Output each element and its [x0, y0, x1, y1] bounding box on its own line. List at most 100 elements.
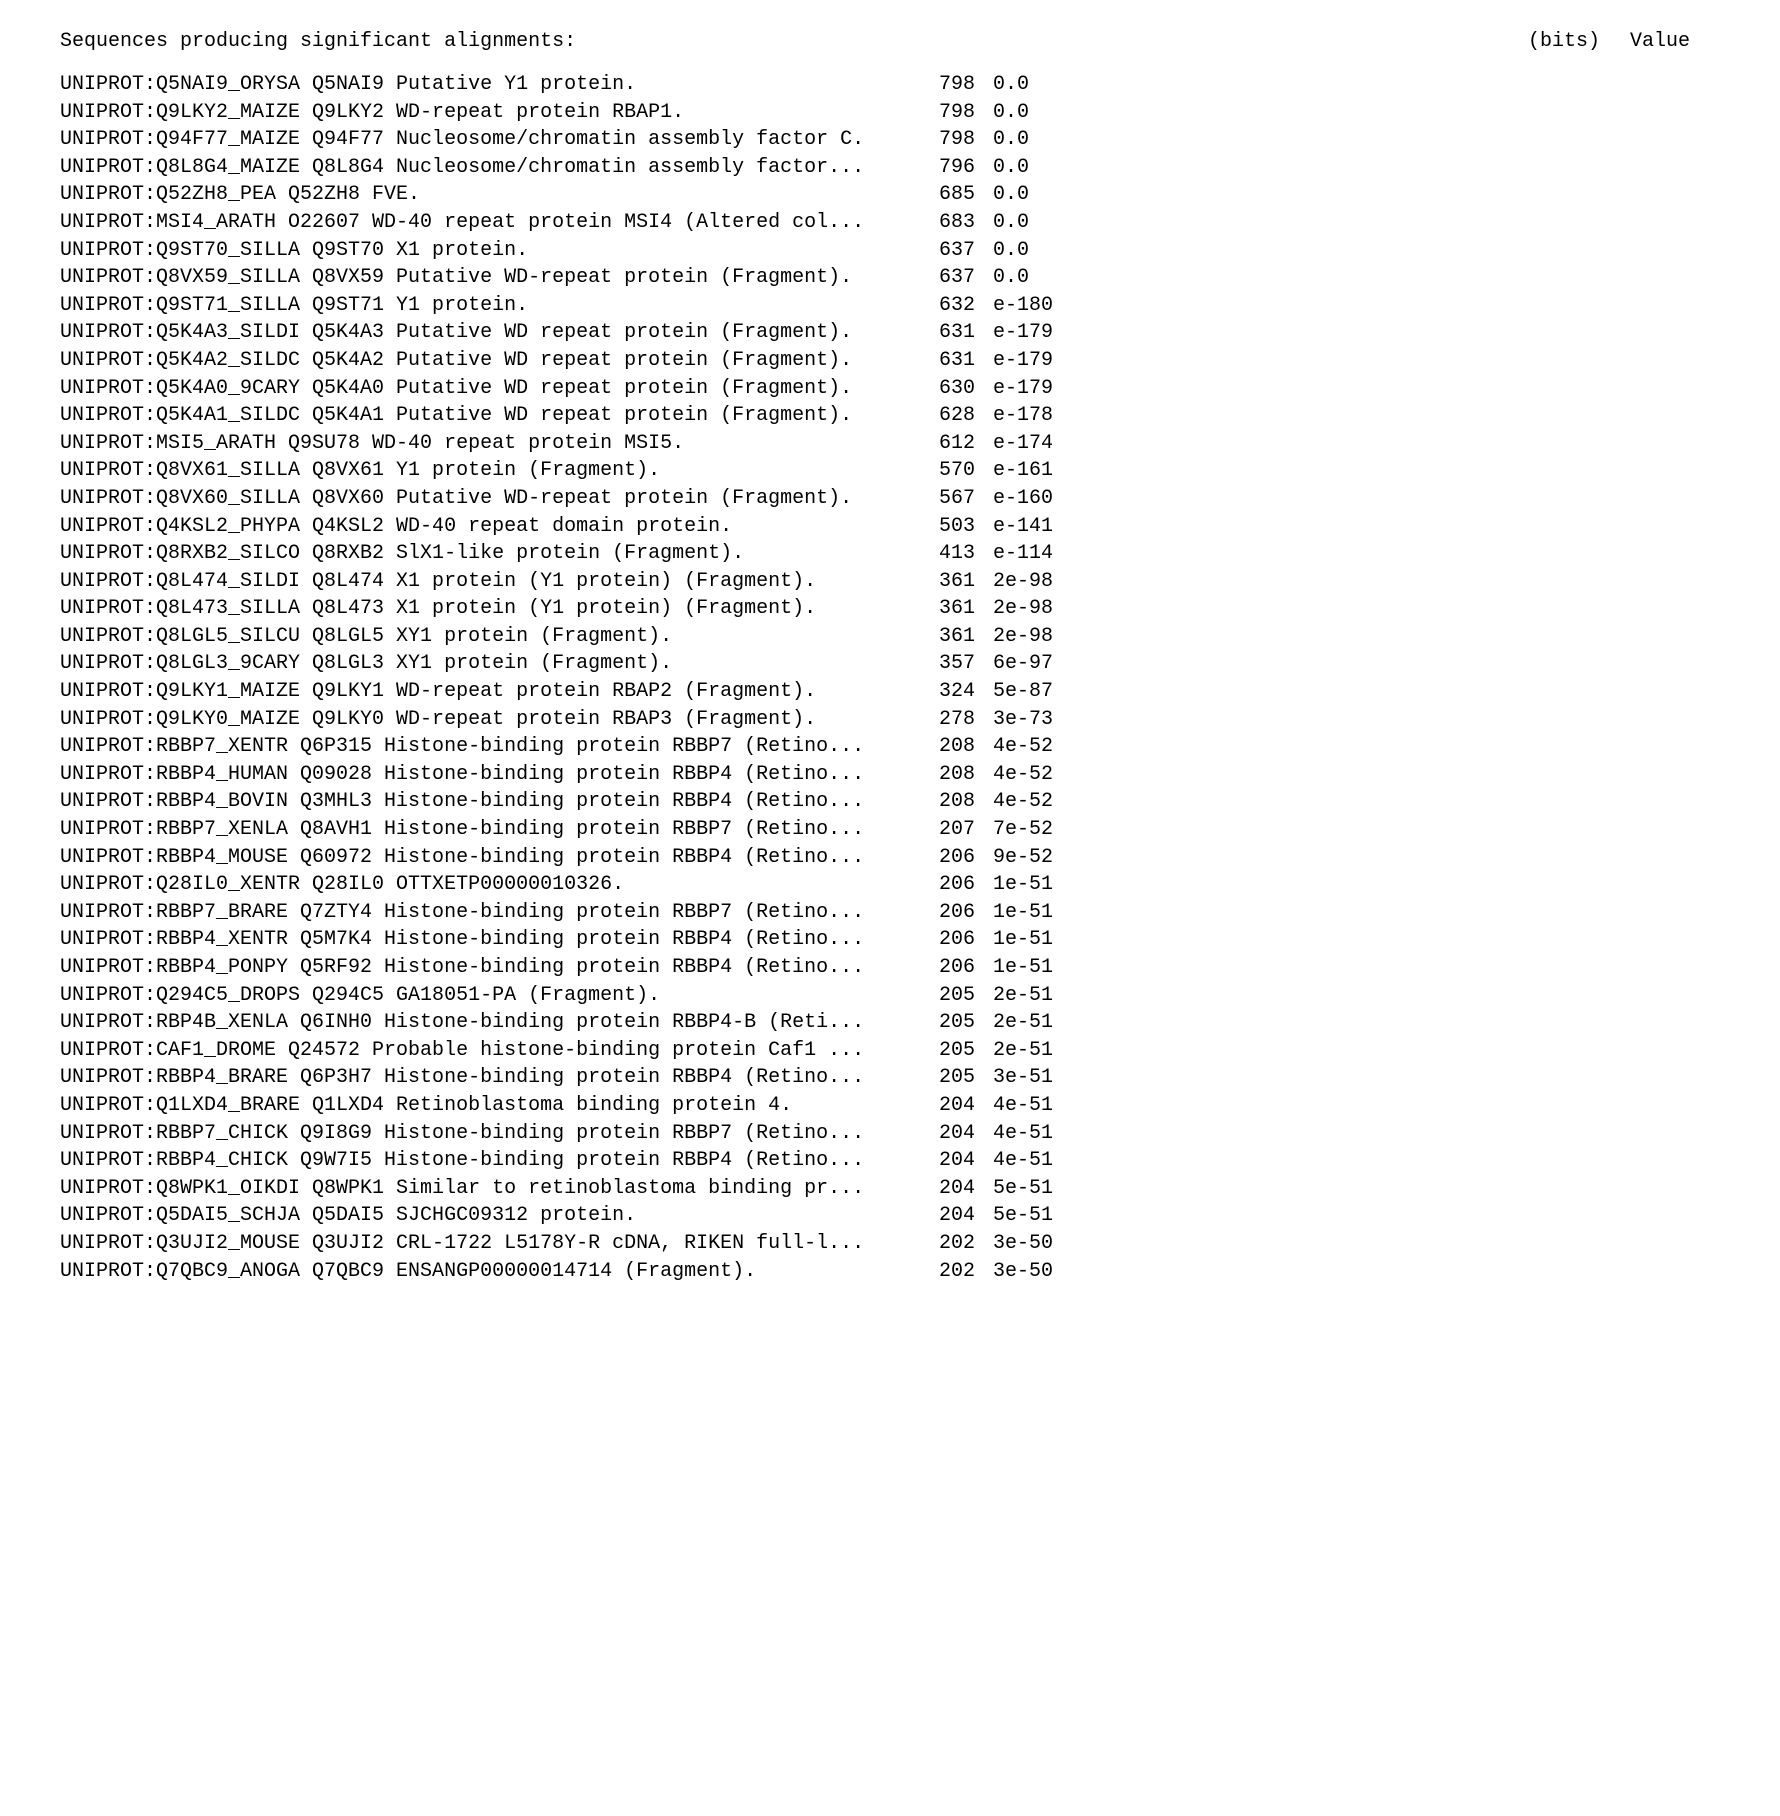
alignment-bits: 796	[915, 154, 993, 182]
alignment-value: 0.0	[993, 71, 1073, 99]
alignment-value: 0.0	[993, 209, 1073, 237]
header-title: Sequences producing significant alignmen…	[60, 30, 576, 53]
alignment-row: UNIPROT:Q7QBC9_ANOGA Q7QBC9 ENSANGP00000…	[60, 1258, 1720, 1286]
alignment-description: UNIPROT:Q7QBC9_ANOGA Q7QBC9 ENSANGP00000…	[60, 1258, 915, 1286]
alignment-bits: 324	[915, 678, 993, 706]
alignment-description: UNIPROT:RBBP4_XENTR Q5M7K4 Histone-bindi…	[60, 926, 915, 954]
alignment-value: 5e-51	[993, 1175, 1073, 1203]
alignment-description: UNIPROT:Q9LKY2_MAIZE Q9LKY2 WD-repeat pr…	[60, 99, 915, 127]
alignment-row: UNIPROT:Q8VX59_SILLA Q8VX59 Putative WD-…	[60, 264, 1720, 292]
alignment-bits: 205	[915, 1037, 993, 1065]
alignment-row: UNIPROT:Q5K4A0_9CARY Q5K4A0 Putative WD …	[60, 375, 1720, 403]
alignment-description: UNIPROT:Q5K4A0_9CARY Q5K4A0 Putative WD …	[60, 375, 915, 403]
alignment-value: 2e-51	[993, 1037, 1073, 1065]
alignment-description: UNIPROT:Q5NAI9_ORYSA Q5NAI9 Putative Y1 …	[60, 71, 915, 99]
alignment-bits: 208	[915, 733, 993, 761]
alignment-bits: 567	[915, 485, 993, 513]
alignment-row: UNIPROT:Q52ZH8_PEA Q52ZH8 FVE.6850.0	[60, 181, 1720, 209]
alignment-description: UNIPROT:RBP4B_XENLA Q6INH0 Histone-bindi…	[60, 1009, 915, 1037]
alignment-value: 2e-98	[993, 568, 1073, 596]
alignment-description: UNIPROT:Q8L474_SILDI Q8L474 X1 protein (…	[60, 568, 915, 596]
alignment-description: UNIPROT:Q5DAI5_SCHJA Q5DAI5 SJCHGC09312 …	[60, 1202, 915, 1230]
alignment-bits: 361	[915, 595, 993, 623]
alignment-description: UNIPROT:Q294C5_DROPS Q294C5 GA18051-PA (…	[60, 982, 915, 1010]
alignment-description: UNIPROT:Q8VX59_SILLA Q8VX59 Putative WD-…	[60, 264, 915, 292]
alignment-value: e-114	[993, 540, 1073, 568]
alignment-row: UNIPROT:RBBP4_MOUSE Q60972 Histone-bindi…	[60, 844, 1720, 872]
alignment-row: UNIPROT:Q3UJI2_MOUSE Q3UJI2 CRL-1722 L51…	[60, 1230, 1720, 1258]
alignment-row: UNIPROT:RBBP4_PONPY Q5RF92 Histone-bindi…	[60, 954, 1720, 982]
alignment-row: UNIPROT:RBBP4_BRARE Q6P3H7 Histone-bindi…	[60, 1064, 1720, 1092]
alignment-value: e-174	[993, 430, 1073, 458]
alignment-row: UNIPROT:Q5K4A1_SILDC Q5K4A1 Putative WD …	[60, 402, 1720, 430]
alignment-bits: 202	[915, 1230, 993, 1258]
alignment-row: UNIPROT:Q5NAI9_ORYSA Q5NAI9 Putative Y1 …	[60, 71, 1720, 99]
alignment-bits: 685	[915, 181, 993, 209]
alignment-bits: 361	[915, 623, 993, 651]
alignment-bits: 357	[915, 650, 993, 678]
alignment-row: UNIPROT:Q5K4A3_SILDI Q5K4A3 Putative WD …	[60, 319, 1720, 347]
alignment-row: UNIPROT:Q8VX61_SILLA Q8VX61 Y1 protein (…	[60, 457, 1720, 485]
alignment-bits: 206	[915, 926, 993, 954]
alignment-row: UNIPROT:Q8VX60_SILLA Q8VX60 Putative WD-…	[60, 485, 1720, 513]
alignment-value: 0.0	[993, 126, 1073, 154]
alignment-row: UNIPROT:RBBP4_HUMAN Q09028 Histone-bindi…	[60, 761, 1720, 789]
alignment-value: 3e-73	[993, 706, 1073, 734]
alignment-bits: 204	[915, 1120, 993, 1148]
alignment-value: e-141	[993, 513, 1073, 541]
alignment-description: UNIPROT:Q8LGL5_SILCU Q8LGL5 XY1 protein …	[60, 623, 915, 651]
alignment-value: 5e-51	[993, 1202, 1073, 1230]
alignment-description: UNIPROT:RBBP4_MOUSE Q60972 Histone-bindi…	[60, 844, 915, 872]
alignment-description: UNIPROT:MSI4_ARATH O22607 WD-40 repeat p…	[60, 209, 915, 237]
alignment-row: UNIPROT:Q4KSL2_PHYPA Q4KSL2 WD-40 repeat…	[60, 513, 1720, 541]
alignment-value: 6e-97	[993, 650, 1073, 678]
alignment-row: UNIPROT:Q5K4A2_SILDC Q5K4A2 Putative WD …	[60, 347, 1720, 375]
alignment-value: 0.0	[993, 181, 1073, 209]
alignment-value: 9e-52	[993, 844, 1073, 872]
alignment-row: UNIPROT:Q8LGL3_9CARY Q8LGL3 XY1 protein …	[60, 650, 1720, 678]
alignment-value: 2e-98	[993, 595, 1073, 623]
alignment-row: UNIPROT:RBP4B_XENLA Q6INH0 Histone-bindi…	[60, 1009, 1720, 1037]
alignment-row: UNIPROT:Q9LKY0_MAIZE Q9LKY0 WD-repeat pr…	[60, 706, 1720, 734]
alignment-value: e-179	[993, 347, 1073, 375]
alignment-row: UNIPROT:Q8LGL5_SILCU Q8LGL5 XY1 protein …	[60, 623, 1720, 651]
alignment-bits: 202	[915, 1258, 993, 1286]
alignment-description: UNIPROT:Q8VX60_SILLA Q8VX60 Putative WD-…	[60, 485, 915, 513]
alignment-description: UNIPROT:RBBP4_PONPY Q5RF92 Histone-bindi…	[60, 954, 915, 982]
alignment-value: e-160	[993, 485, 1073, 513]
alignment-row: UNIPROT:Q1LXD4_BRARE Q1LXD4 Retinoblasto…	[60, 1092, 1720, 1120]
alignment-value: 1e-51	[993, 926, 1073, 954]
alignment-bits: 206	[915, 954, 993, 982]
alignment-description: UNIPROT:Q9LKY1_MAIZE Q9LKY1 WD-repeat pr…	[60, 678, 915, 706]
alignment-value: 4e-52	[993, 788, 1073, 816]
alignment-rows: UNIPROT:Q5NAI9_ORYSA Q5NAI9 Putative Y1 …	[60, 71, 1720, 1285]
alignment-description: UNIPROT:RBBP4_BOVIN Q3MHL3 Histone-bindi…	[60, 788, 915, 816]
alignment-bits: 631	[915, 347, 993, 375]
alignment-row: UNIPROT:Q9ST71_SILLA Q9ST71 Y1 protein.6…	[60, 292, 1720, 320]
alignment-value: 3e-50	[993, 1258, 1073, 1286]
alignment-row: UNIPROT:Q8L8G4_MAIZE Q8L8G4 Nucleosome/c…	[60, 154, 1720, 182]
alignment-description: UNIPROT:RBBP7_XENLA Q8AVH1 Histone-bindi…	[60, 816, 915, 844]
alignment-description: UNIPROT:Q5K4A3_SILDI Q5K4A3 Putative WD …	[60, 319, 915, 347]
alignment-description: UNIPROT:Q9ST70_SILLA Q9ST70 X1 protein.	[60, 237, 915, 265]
alignment-description: UNIPROT:Q28IL0_XENTR Q28IL0 OTTXETP00000…	[60, 871, 915, 899]
alignment-bits: 631	[915, 319, 993, 347]
alignment-description: UNIPROT:Q8L8G4_MAIZE Q8L8G4 Nucleosome/c…	[60, 154, 915, 182]
alignment-value: e-180	[993, 292, 1073, 320]
alignment-row: UNIPROT:RBBP4_BOVIN Q3MHL3 Histone-bindi…	[60, 788, 1720, 816]
alignment-value: 4e-52	[993, 761, 1073, 789]
alignment-bits: 637	[915, 237, 993, 265]
alignment-row: UNIPROT:RBBP4_XENTR Q5M7K4 Histone-bindi…	[60, 926, 1720, 954]
alignment-bits: 206	[915, 899, 993, 927]
alignment-description: UNIPROT:Q8WPK1_OIKDI Q8WPK1 Similar to r…	[60, 1175, 915, 1203]
alignment-bits: 413	[915, 540, 993, 568]
alignment-bits: 612	[915, 430, 993, 458]
alignment-bits: 683	[915, 209, 993, 237]
alignment-bits: 503	[915, 513, 993, 541]
alignment-value: 5e-87	[993, 678, 1073, 706]
alignment-row: UNIPROT:RBBP7_CHICK Q9I8G9 Histone-bindi…	[60, 1120, 1720, 1148]
alignment-bits: 205	[915, 982, 993, 1010]
alignment-value: 4e-51	[993, 1092, 1073, 1120]
alignment-row: UNIPROT:RBBP7_XENTR Q6P315 Histone-bindi…	[60, 733, 1720, 761]
alignment-bits: 205	[915, 1009, 993, 1037]
